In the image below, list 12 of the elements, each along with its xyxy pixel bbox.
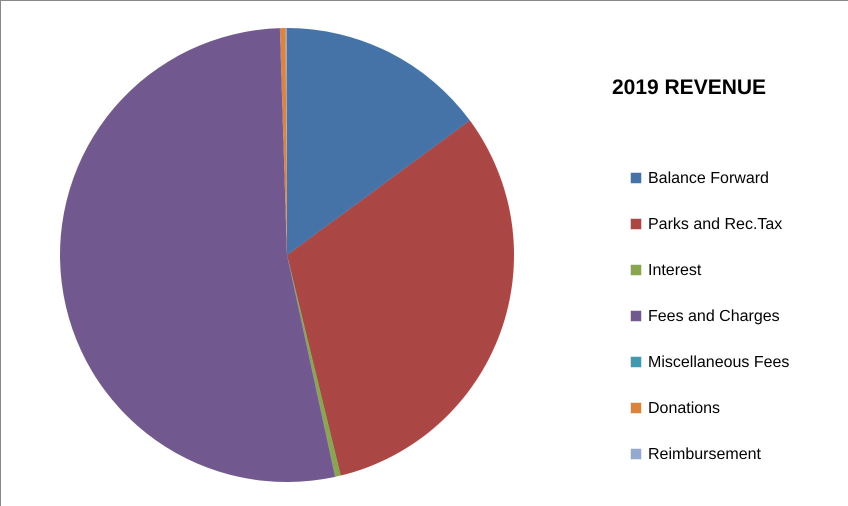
pie-slice xyxy=(287,120,514,476)
legend-label: Donations xyxy=(648,400,720,417)
pie-slice xyxy=(287,28,470,255)
legend-label: Interest xyxy=(648,262,702,279)
text: 2019 REVENUE xyxy=(612,76,766,99)
legend-label: Parks and Rec.Tax xyxy=(648,216,782,233)
legend-label: Reimbursement xyxy=(648,446,762,463)
legend-label: Balance Forward xyxy=(648,170,769,187)
legend-label: Miscellaneous Fees xyxy=(648,354,790,371)
pie-slice xyxy=(287,255,341,477)
legend-label: Fees and Charges xyxy=(648,308,780,325)
pie-slice xyxy=(60,28,336,482)
